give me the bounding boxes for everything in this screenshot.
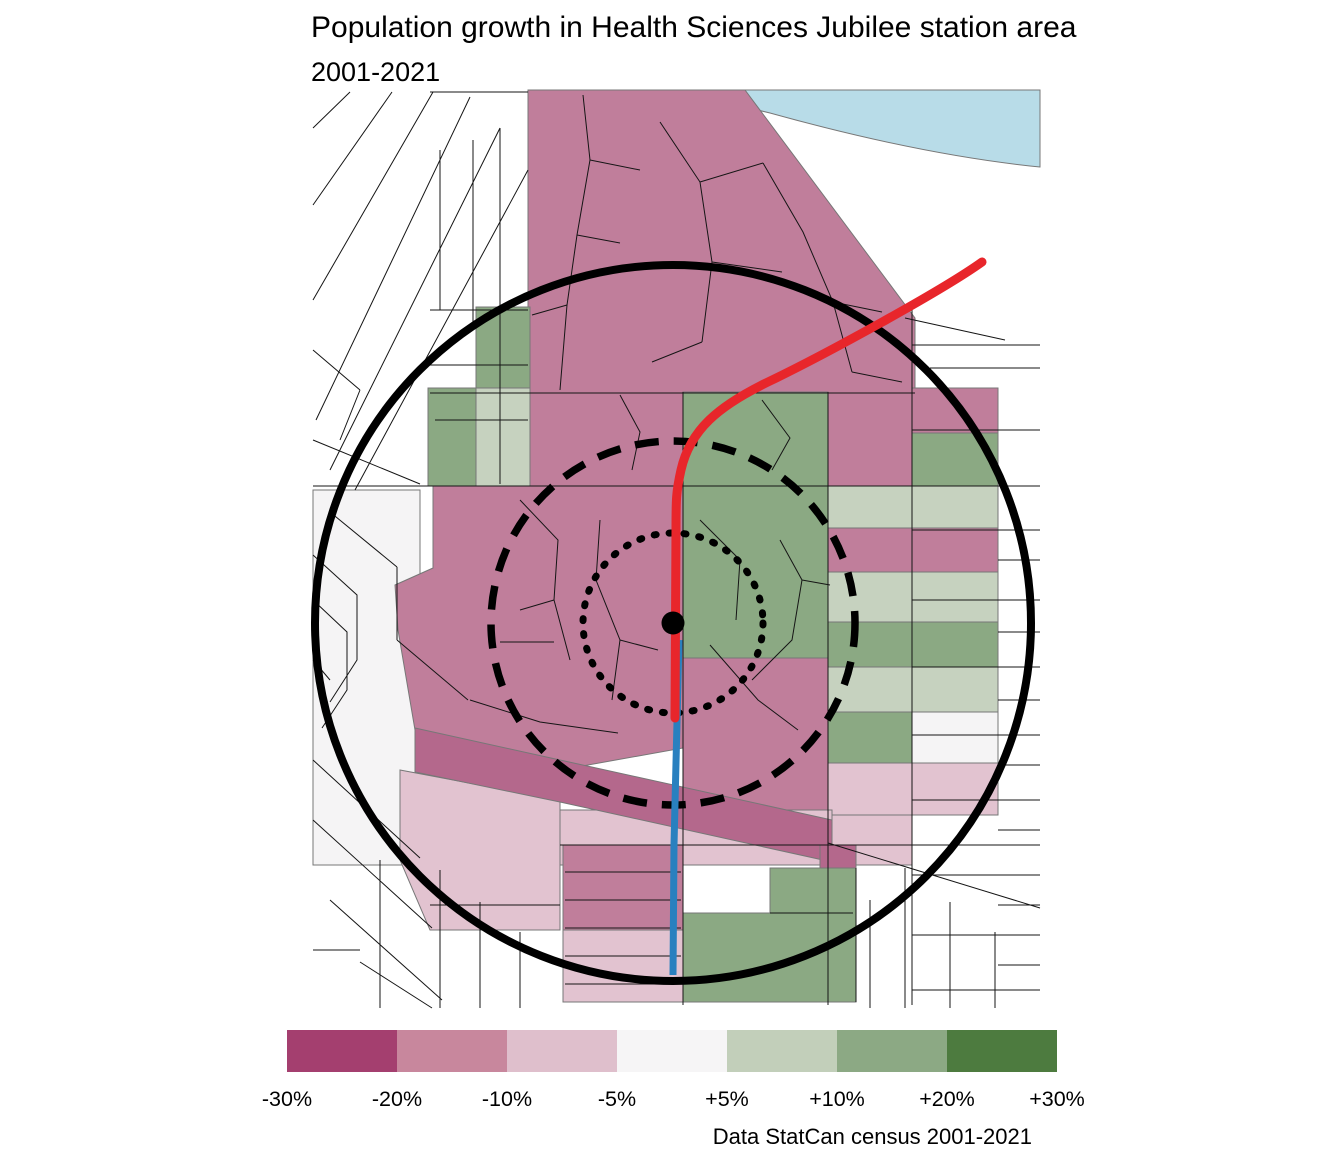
legend-swatch-6 — [947, 1030, 1057, 1072]
legend-swatch-0 — [287, 1030, 397, 1072]
legend-swatch-1 — [397, 1030, 507, 1072]
data-source-caption: Data StatCan census 2001-2021 — [712, 1124, 1032, 1149]
street-network-north — [531, 94, 903, 391]
legend-label-3: -5% — [597, 1087, 637, 1111]
outer-ring-solid — [311, 261, 1035, 985]
page-title: Population growth in Health Sciences Jub… — [311, 11, 1077, 44]
legend-label-4: +5% — [705, 1087, 749, 1111]
red-transit-line — [670, 257, 987, 723]
street-network-northwest — [312, 91, 529, 491]
legend-label-0: -30% — [261, 1087, 313, 1111]
legend-label-5: +10% — [809, 1087, 865, 1111]
tract-center-green — [682, 391, 829, 659]
legend-label-7: +30% — [1029, 1087, 1085, 1111]
legend-label-1: -20% — [371, 1087, 423, 1111]
tract-center-pink — [394, 485, 684, 771]
legend-color-bar — [287, 1030, 1057, 1072]
station-dot — [661, 611, 685, 635]
page-subtitle: 2001-2021 — [311, 57, 441, 87]
water-polygon — [682, 89, 1041, 168]
legend-label-6: +20% — [919, 1087, 975, 1111]
legend-swatch-5 — [837, 1030, 947, 1072]
legend-swatch-3 — [617, 1030, 727, 1072]
legend-label-2: -10% — [481, 1087, 533, 1111]
legend-swatch-2 — [507, 1030, 617, 1072]
street-network-west — [312, 511, 469, 729]
legend-swatch-4 — [727, 1030, 837, 1072]
